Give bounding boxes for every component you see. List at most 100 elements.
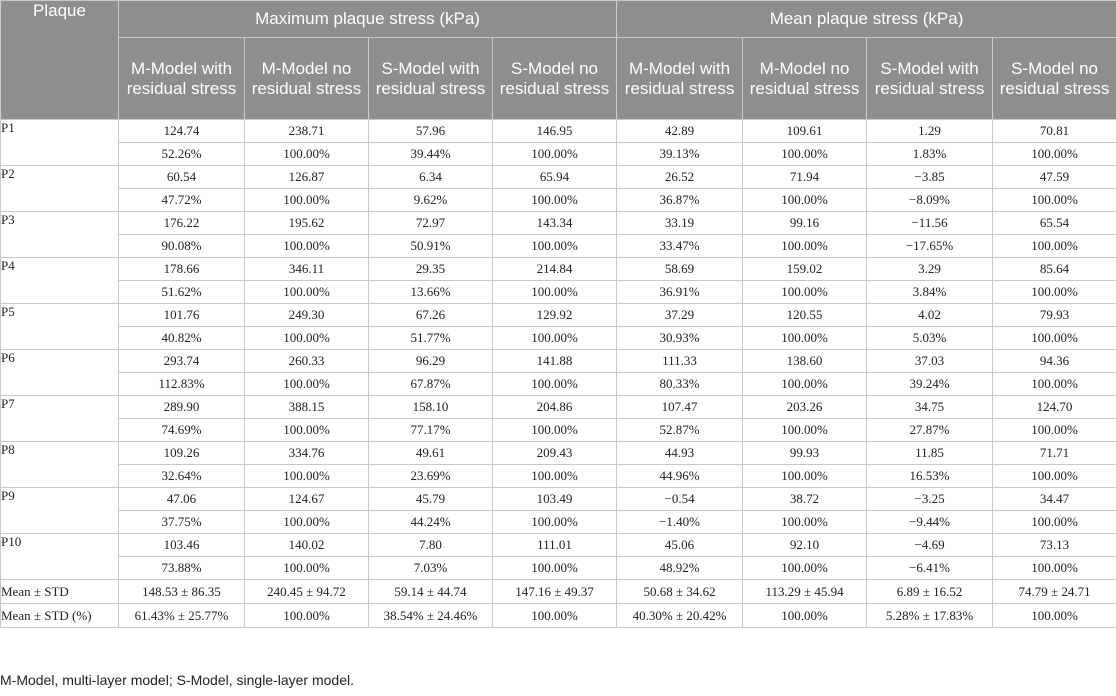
plaque-name: P10 [0,533,119,580]
stress-value: 72.97 [368,211,493,235]
stress-value: 249.30 [244,303,369,327]
stress-percent: 74.69% [118,418,245,442]
stress-percent: 100.00% [742,464,868,488]
stress-percent: 100.00% [244,142,369,166]
stress-percent: 73.88% [118,556,245,580]
summary-value: 5.28% ± 17.83% [866,603,994,628]
summary-value: 40.30% ± 20.42% [616,603,744,628]
stress-percent: 7.03% [368,556,493,580]
stress-percent: 100.00% [992,418,1116,442]
summary-value: 100.00% [992,603,1116,628]
stress-value: 143.34 [491,211,618,235]
stress-value: 42.89 [616,119,744,143]
stress-percent: 39.44% [368,142,493,166]
stress-percent: 100.00% [742,556,868,580]
table-row-percent: 40.82% 100.00% 51.77% 100.00% 30.93% 100.00% 5… [1,326,1116,350]
table-row: P4 178.66 346.11 29.35 214.84 58.69 159.02 3.29… [0,257,1116,304]
stress-value: 103.49 [491,487,618,511]
stress-value: 195.62 [244,211,369,235]
mean-stress-group-header: Mean plaque stress (kPa) [616,0,1116,38]
stress-percent: 5.03% [866,326,994,350]
summary-value: 38.54% ± 24.46% [368,603,493,628]
summary-value: 100.00% [742,603,868,628]
stress-percent: 37.75% [118,510,245,534]
table-row: P5 101.76 249.30 67.26 129.92 37.29 120.55 4.02… [0,303,1116,350]
stress-value: 109.61 [742,119,868,143]
stress-value: 3.29 [866,257,994,281]
stress-percent: 80.33% [616,372,744,396]
table-footnote: M-Model, multi-layer model; S-Model, sin… [0,672,355,688]
stress-value: −0.54 [616,487,744,511]
column-header: S-Model no residual stress [992,37,1116,120]
summary-value: 100.00% [491,603,618,628]
table-row-percent: 32.64% 100.00% 23.69% 100.00% 44.96% 100.00% 1… [1,464,1116,488]
stress-percent: 100.00% [491,280,618,304]
stress-value: 103.46 [118,533,245,557]
table-row: P2 60.54 126.87 6.34 65.94 26.52 71.94 −3.85 47.… [0,165,1116,212]
stress-value: 44.93 [616,441,744,465]
column-header: S-Model with residual stress [368,37,493,120]
stress-percent: 100.00% [491,510,618,534]
stress-value: 29.35 [368,257,493,281]
stress-value: 209.43 [491,441,618,465]
stress-percent: 100.00% [244,188,369,212]
stress-percent: 1.83% [866,142,994,166]
stress-percent: 100.00% [742,418,868,442]
summary-value: 61.43% ± 25.77% [118,603,245,628]
summary-value: 6.89 ± 16.52 [866,579,994,604]
column-header: M-Model with residual stress [616,37,744,120]
summary-value: 113.29 ± 45.94 [742,579,868,604]
stress-percent: 51.77% [368,326,493,350]
plaque-name: P3 [0,211,119,258]
plaque-name: P2 [0,165,119,212]
stress-percent: 100.00% [742,280,868,304]
stress-percent: 100.00% [742,326,868,350]
max-stress-group-header: Maximum plaque stress (kPa) [117,0,618,38]
stress-percent: 32.64% [118,464,245,488]
stress-value: 57.96 [368,119,493,143]
stress-percent: 100.00% [244,372,369,396]
stress-value: 45.79 [368,487,493,511]
table-row-percent: 37.75% 100.00% 44.24% 100.00% −1.40% 100.00% −… [1,510,1116,534]
stress-percent: 100.00% [244,418,369,442]
stress-value: 141.88 [491,349,618,373]
stress-percent: 39.13% [616,142,744,166]
stress-percent: 100.00% [992,326,1116,350]
summary-label: Mean ± STD [0,579,119,604]
stress-percent: 100.00% [742,510,868,534]
stress-percent: 52.26% [118,142,245,166]
stress-percent: 100.00% [244,510,369,534]
stress-value: 6.34 [368,165,493,189]
column-header: S-Model no residual stress [491,37,618,120]
stress-value: 214.84 [491,257,618,281]
stress-value: 111.33 [616,349,744,373]
table-row-percent: 47.72% 100.00% 9.62% 100.00% 36.87% 100.00% −8… [1,188,1116,212]
stress-percent: 50.91% [368,234,493,258]
table-row-percent: 90.08% 100.00% 50.91% 100.00% 33.47% 100.00% −… [1,234,1116,258]
stress-value: 70.81 [992,119,1116,143]
stress-value: 4.02 [866,303,994,327]
table-row: P6 293.74 260.33 96.29 141.88 111.33 138.60 37.… [0,349,1116,396]
summary-value: 59.14 ± 44.74 [368,579,493,604]
plaque-name: P4 [0,257,119,304]
stress-value: 73.13 [992,533,1116,557]
stress-value: 60.54 [118,165,245,189]
stress-value: 92.10 [742,533,868,557]
stress-value: 124.74 [118,119,245,143]
stress-percent: 100.00% [491,188,618,212]
stress-percent: 100.00% [244,326,369,350]
stress-percent: 100.00% [992,556,1116,580]
summary-value: 240.45 ± 94.72 [244,579,369,604]
summary-row: Mean ± STD 148.53 ± 86.35 240.45 ± 94.72 59… [0,579,1116,604]
stress-percent: 44.96% [616,464,744,488]
stress-value: 129.92 [491,303,618,327]
table-header: Plaque Maximum plaque stress (kPa) Mean … [0,0,1116,120]
table-row-percent: 73.88% 100.00% 7.03% 100.00% 48.92% 100.00% −6… [1,556,1116,580]
table-row: P9 47.06 124.67 45.79 103.49 −0.54 38.72 −3.25 3… [0,487,1116,534]
stress-percent: 100.00% [992,464,1116,488]
stress-value: 1.29 [866,119,994,143]
summary-value: 74.79 ± 24.71 [992,579,1116,604]
stress-percent: 100.00% [244,280,369,304]
stress-percent: 100.00% [992,142,1116,166]
stress-value: 33.19 [616,211,744,235]
